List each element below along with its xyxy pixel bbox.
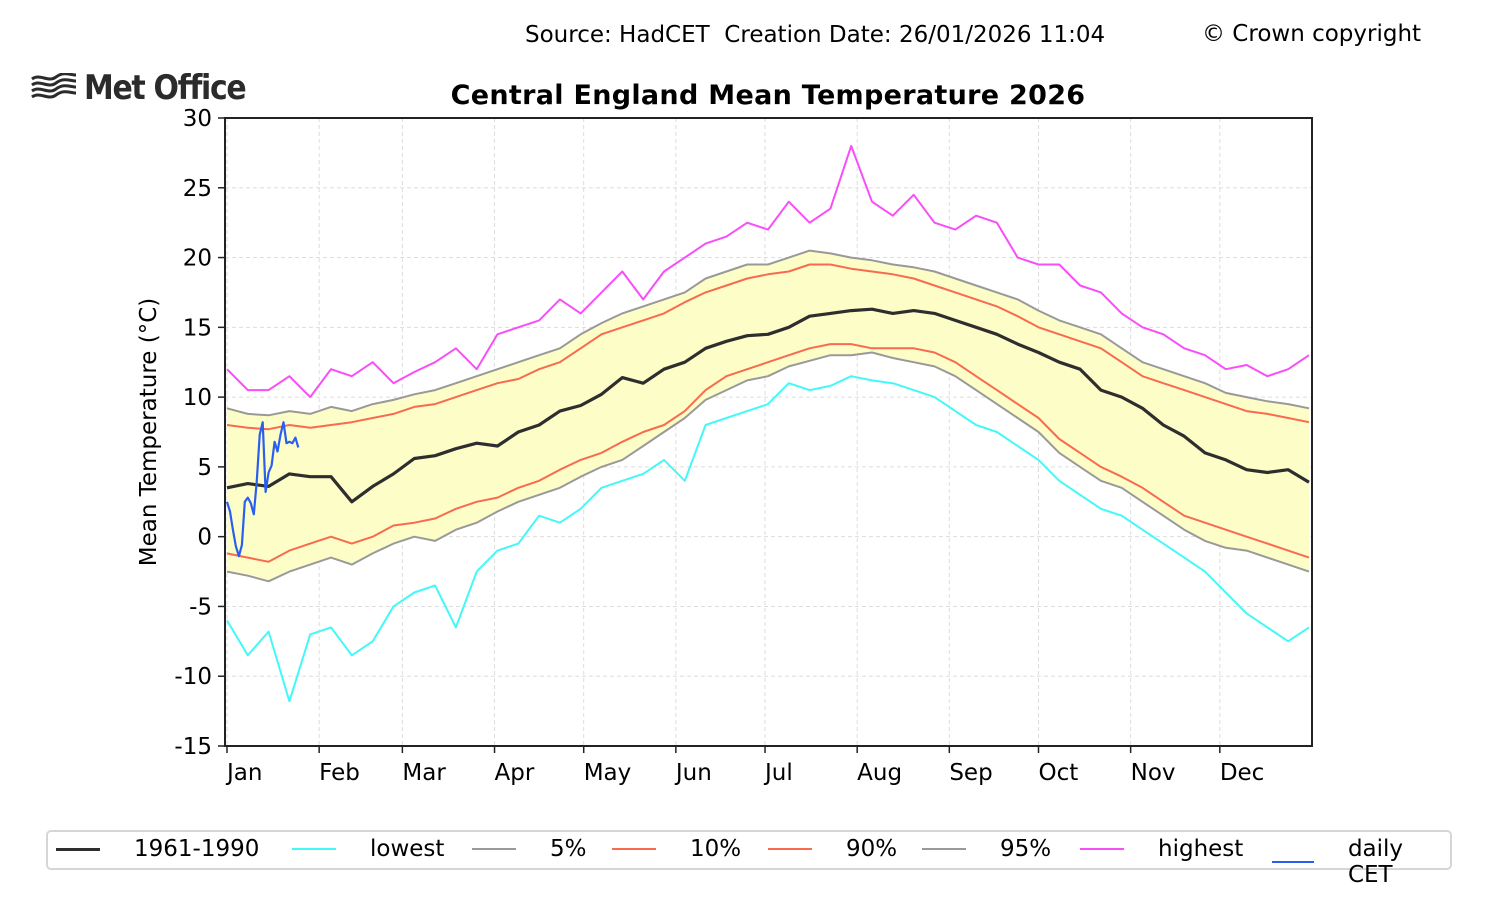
legend-label: daily CET	[1347, 836, 1404, 888]
legend-item-p5: 5%	[472, 836, 587, 862]
y-tick-label: 10	[183, 385, 212, 411]
y-tick-label: -10	[174, 664, 212, 690]
x-tick-label-feb: Feb	[319, 760, 360, 786]
chart-title: Central England Mean Temperature 2026	[450, 80, 1086, 111]
legend-swatch-mean	[56, 847, 100, 851]
legend-item-mean: 1961-1990	[56, 836, 259, 862]
x-axis: Jan Feb Mar Apr May Jun Jul Aug Sep Oct Nov Dec	[225, 746, 1264, 786]
legend-label: lowest	[370, 836, 445, 862]
y-tick-label: 0	[197, 525, 212, 551]
series-lines	[225, 144, 1310, 703]
met-office-waves-icon	[31, 73, 77, 99]
legend-swatch-p95	[922, 848, 966, 850]
legend-label: 90%	[846, 836, 898, 862]
legend-swatch-p90	[768, 848, 812, 850]
y-tick-label: 20	[183, 246, 212, 272]
y-axis-label: Mean Temperature (°C)	[136, 298, 162, 567]
series-line-daily	[225, 421, 300, 558]
plot-frame	[224, 117, 1313, 747]
x-tick-label-may: May	[584, 760, 632, 786]
series-line-p5	[226, 351, 1310, 583]
legend-label: 1961-1990	[134, 836, 260, 862]
percentile-band	[227, 250, 1309, 582]
y-tick-label: 5	[197, 455, 212, 481]
legend-label: 10%	[690, 836, 742, 862]
y-axis: -15 -10 -5 0 5 10 15 20 25 30	[174, 106, 225, 760]
x-tick-label-sep: Sep	[949, 760, 992, 786]
x-tick-label-jul: Jul	[763, 760, 793, 786]
y-tick-label: 15	[183, 315, 212, 341]
series-line-p90	[226, 263, 1310, 431]
x-tick-label-jan: Jan	[225, 760, 262, 786]
series-line-lowest	[226, 375, 1310, 703]
y-tick-label: -5	[189, 594, 212, 620]
x-tick-label-nov: Nov	[1131, 760, 1176, 786]
legend-swatch-highest	[1080, 848, 1124, 850]
copyright-notice: © Crown copyright	[1202, 21, 1422, 47]
x-tick-label-oct: Oct	[1039, 760, 1079, 786]
series-line-highest	[226, 144, 1310, 399]
x-tick-label-mar: Mar	[402, 760, 446, 786]
x-tick-label-aug: Aug	[857, 760, 902, 786]
legend-label: 95%	[1000, 836, 1052, 862]
y-tick-label: 25	[183, 176, 212, 202]
legend-swatch-p10	[612, 848, 656, 850]
logo-text: Met Office	[84, 68, 247, 108]
y-tick-label: 30	[183, 106, 212, 132]
y-tick-label: -15	[174, 734, 212, 760]
x-tick-label-dec: Dec	[1220, 760, 1265, 786]
legend: 1961-1990 lowest 5% 10% 90% 95% highest daily C…	[46, 830, 1452, 888]
legend-label: highest	[1158, 836, 1244, 862]
legend-label: 5%	[550, 836, 587, 862]
band-fill-5-95	[227, 250, 1309, 582]
met-office-logo: Met Office	[30, 68, 267, 108]
legend-swatch-daily	[1272, 861, 1314, 863]
legend-swatch-lowest	[292, 848, 336, 850]
legend-item-daily: daily CET	[1272, 836, 1450, 888]
legend-item-highest: highest	[1080, 836, 1243, 862]
series-line-p10	[226, 343, 1310, 563]
x-tick-label-apr: Apr	[495, 760, 535, 786]
legend-item-p95: 95%	[922, 836, 1051, 862]
legend-item-lowest: lowest	[292, 836, 444, 862]
legend-item-p90: 90%	[768, 836, 897, 862]
series-line-p95	[226, 249, 1310, 417]
series-line-mean	[226, 307, 1310, 504]
legend-swatch-p5	[472, 848, 516, 850]
source-line: Source: HadCET Creation Date: 26/01/2026…	[525, 22, 1106, 48]
legend-item-p10: 10%	[612, 836, 741, 862]
x-tick-label-jun: Jun	[674, 760, 712, 786]
